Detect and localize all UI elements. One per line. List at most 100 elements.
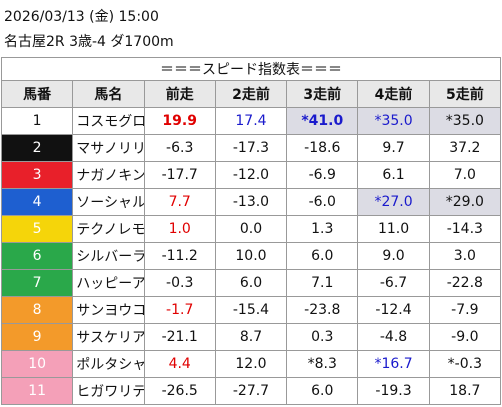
speed-index: 7.1	[286, 269, 359, 297]
horse-row: 7ハッピーアシュレイ-0.36.07.1-6.7-22.8	[0, 269, 502, 297]
speed-index: -17.3	[214, 134, 288, 162]
horse-row: 11ヒガワリテイショク-26.5-27.76.0-19.318.7	[0, 377, 502, 405]
speed-index: *8.3	[286, 350, 359, 378]
column-header: 3走前	[286, 80, 359, 108]
horse-name: シルバーライダー	[72, 242, 145, 270]
speed-index: -9.0	[428, 323, 502, 351]
speed-index: *35.0	[357, 107, 430, 135]
speed-index: *27.0	[357, 188, 430, 216]
horse-name: コスモグロボーサ	[72, 107, 145, 135]
column-header: 4走前	[357, 80, 430, 108]
table-title: ＝＝＝スピード指数表＝＝＝	[1, 57, 501, 81]
speed-index: 10.0	[214, 242, 288, 270]
horse-number: 11	[0, 377, 74, 405]
speed-index: -4.8	[357, 323, 430, 351]
speed-index: -27.7	[214, 377, 288, 405]
speed-index: -21.1	[143, 323, 216, 351]
speed-index: -6.3	[143, 134, 216, 162]
horse-number: 9	[0, 323, 74, 351]
speed-index: 4.4	[143, 350, 216, 378]
horse-name: ナガノキングダイヤ	[72, 161, 145, 189]
speed-index: 6.0	[286, 377, 359, 405]
horse-row: 5テクノレモン1.00.01.311.0-14.3	[0, 215, 502, 243]
horse-number: 3	[0, 161, 74, 189]
speed-index: *-0.3	[428, 350, 502, 378]
speed-index: *16.7	[357, 350, 430, 378]
speed-index: 8.7	[214, 323, 288, 351]
speed-index: 7.7	[143, 188, 216, 216]
horse-name: テクノレモン	[72, 215, 145, 243]
speed-index: -6.9	[286, 161, 359, 189]
horse-number: 6	[0, 242, 74, 270]
horse-number: 10	[0, 350, 74, 378]
speed-index: 37.2	[428, 134, 502, 162]
speed-index: -14.3	[428, 215, 502, 243]
speed-index: 1.3	[286, 215, 359, 243]
speed-index: 1.0	[143, 215, 216, 243]
speed-index: -12.4	[357, 296, 430, 324]
speed-index: 6.0	[214, 269, 288, 297]
datetime: 2026/03/13 (金) 15:00	[4, 9, 159, 25]
speed-index: 7.0	[428, 161, 502, 189]
speed-index: -11.2	[143, 242, 216, 270]
speed-index: 12.0	[214, 350, 288, 378]
column-header: 馬番	[0, 80, 74, 108]
speed-index: -17.7	[143, 161, 216, 189]
horse-name: サンヨウコイノボリ	[72, 296, 145, 324]
speed-index: -23.8	[286, 296, 359, 324]
speed-index: -26.5	[143, 377, 216, 405]
column-header: 2走前	[214, 80, 288, 108]
horse-row: 10ポルタシャーンス4.412.0*8.3*16.7*-0.3	[0, 350, 502, 378]
horse-number: 1	[0, 107, 74, 135]
speed-index: 17.4	[214, 107, 288, 135]
horse-row: 4ソーシャルコード7.7-13.0-6.0*27.0*29.0	[0, 188, 502, 216]
column-header: 馬名	[72, 80, 145, 108]
speed-index: 6.0	[286, 242, 359, 270]
speed-index: 6.1	[357, 161, 430, 189]
speed-index: 9.0	[357, 242, 430, 270]
horse-name: ハッピーアシュレイ	[72, 269, 145, 297]
horse-number: 7	[0, 269, 74, 297]
speed-index: -22.8	[428, 269, 502, 297]
horse-row: 6シルバーライダー-11.210.06.09.03.0	[0, 242, 502, 270]
speed-index: 0.3	[286, 323, 359, 351]
horse-row: 9サスケリアン-21.18.70.3-4.8-9.0	[0, 323, 502, 351]
title-row: ＝＝＝スピード指数表＝＝＝	[1, 57, 501, 81]
speed-index: 3.0	[428, 242, 502, 270]
horse-name: マサノリリー	[72, 134, 145, 162]
horse-number: 4	[0, 188, 74, 216]
speed-index: *41.0	[286, 107, 359, 135]
header-row: 馬番 馬名 前走 2走前 3走前 4走前 5走前	[0, 80, 502, 108]
horse-name: ヒガワリテイショク	[72, 377, 145, 405]
horse-row: 2マサノリリー-6.3-17.3-18.69.737.2	[0, 134, 502, 162]
speed-index: -12.0	[214, 161, 288, 189]
horse-name: ソーシャルコード	[72, 188, 145, 216]
speed-index: -6.7	[357, 269, 430, 297]
speed-index: -13.0	[214, 188, 288, 216]
speed-index: 19.9	[143, 107, 216, 135]
speed-index: -6.0	[286, 188, 359, 216]
speed-index: 9.7	[357, 134, 430, 162]
horse-number: 5	[0, 215, 74, 243]
speed-table: ＝＝＝スピード指数表＝＝＝ 馬番馬名前走2走前3走前4走前5走前1コスモグロボー…	[0, 57, 502, 405]
speed-index: 18.7	[428, 377, 502, 405]
speed-index: -1.7	[143, 296, 216, 324]
speed-index: -18.6	[286, 134, 359, 162]
table-body: ＝＝＝スピード指数表＝＝＝ 馬番馬名前走2走前3走前4走前5走前1コスモグロボー…	[0, 57, 502, 405]
horse-row: 1コスモグロボーサ19.917.4*41.0*35.0*35.0	[0, 107, 502, 135]
speed-index: -15.4	[214, 296, 288, 324]
horse-name: ポルタシャーンス	[72, 350, 145, 378]
horse-row: 3ナガノキングダイヤ-17.7-12.0-6.96.17.0	[0, 161, 502, 189]
column-header: 5走前	[428, 80, 502, 108]
column-header: 前走	[143, 80, 216, 108]
race-info: 名古屋2R 3歳-4 ダ1700m	[4, 34, 174, 50]
speed-index: *35.0	[428, 107, 502, 135]
horse-number: 2	[0, 134, 74, 162]
speed-index: 0.0	[214, 215, 288, 243]
horse-number: 8	[0, 296, 74, 324]
speed-index: -19.3	[357, 377, 430, 405]
speed-index: -0.3	[143, 269, 216, 297]
speed-index: *29.0	[428, 188, 502, 216]
horse-row: 8サンヨウコイノボリ-1.7-15.4-23.8-12.4-7.9	[0, 296, 502, 324]
